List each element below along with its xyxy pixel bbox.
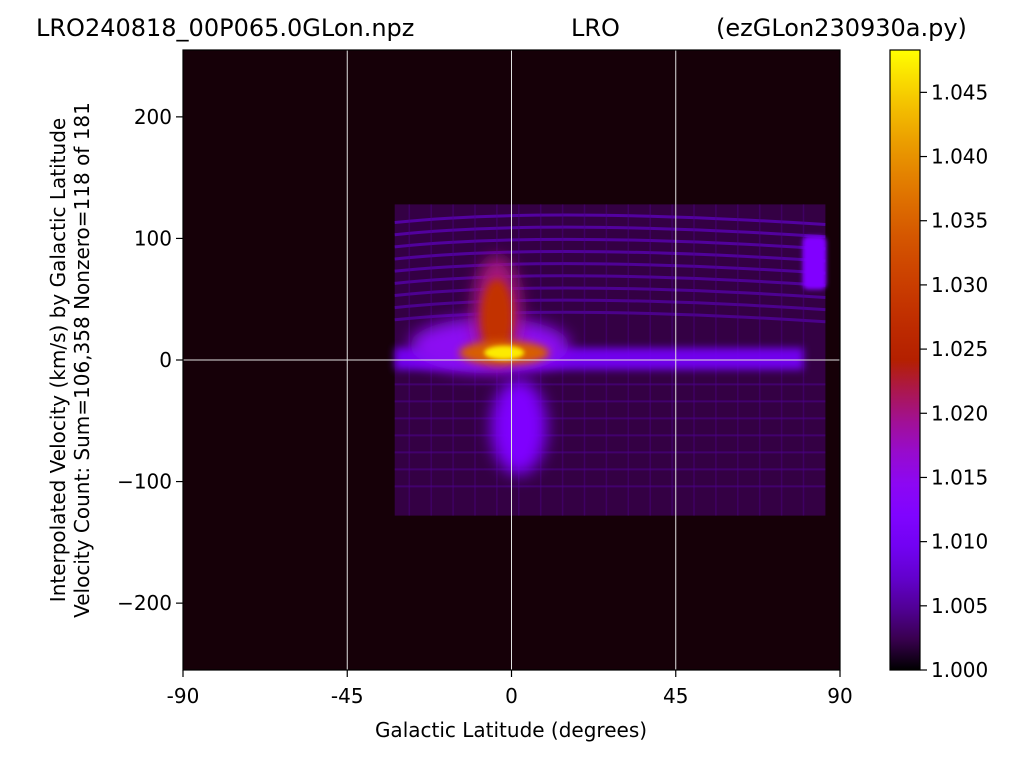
velocity-streak [394, 298, 826, 312]
y-axis: 200 100 0 −100 −200 [117, 105, 183, 615]
negative-velocity-lobe [490, 378, 547, 475]
colorbar-tick-label: 1.040 [931, 145, 988, 169]
velocity-streak [394, 225, 826, 239]
x-tick-label: 45 [663, 684, 688, 708]
colorbar-tick-label: 1.000 [931, 658, 988, 682]
core-peak [484, 345, 525, 360]
colorbar-ticks: 1.000 1.005 1.010 1.015 1.020 1.025 1.030 1.035… [920, 80, 988, 682]
grid-lines [183, 50, 840, 670]
velocity-streak [394, 274, 826, 287]
x-tick-label: 0 [505, 684, 518, 708]
colorbar-tick-label: 1.030 [931, 273, 988, 297]
y-tick-label: 200 [134, 105, 172, 129]
velocity-streak [394, 286, 826, 299]
x-axis-label: Galactic Latitude (degrees) [375, 718, 647, 742]
colorbar-tick-label: 1.035 [931, 209, 988, 233]
colorbar-tick-label: 1.005 [931, 594, 988, 618]
velocity-streak [394, 249, 826, 263]
plot-area [182, 49, 841, 671]
y-tick-label: 100 [134, 226, 172, 250]
y-axis-label-line2: Velocity Count: Sum=106,358 Nonzero=118 … [70, 102, 94, 618]
edge-patch [802, 236, 827, 290]
colorbar-tick-label: 1.045 [931, 80, 988, 104]
colorbar-tick-label: 1.025 [931, 337, 988, 361]
title-filename: LRO240818_00P065.0GLon.npz [36, 14, 415, 42]
colorbar-tick-label: 1.010 [931, 530, 988, 554]
y-tick-label: −200 [117, 591, 172, 615]
x-tick-label: -90 [167, 684, 200, 708]
title-observatory: LRO [571, 14, 620, 42]
title-script: (ezGLon230930a.py) [716, 14, 967, 42]
y-tick-label: 0 [159, 348, 172, 372]
velocity-streak [394, 262, 826, 275]
colorbar-tick-label: 1.020 [931, 401, 988, 425]
colorbar-tick-label: 1.015 [931, 465, 988, 489]
y-tick-label: −100 [117, 470, 172, 494]
colorbar-gradient [889, 49, 921, 671]
x-tick-label: -45 [331, 684, 364, 708]
velocity-streak [394, 213, 826, 227]
y-axis-label-line1: Interpolated Velocity (km/s) by Galactic… [46, 118, 70, 602]
colorbar: 1.000 1.005 1.010 1.015 1.020 1.025 1.030 1.035… [889, 49, 988, 682]
positive-wing [480, 279, 513, 356]
x-tick-label: 90 [827, 684, 852, 708]
velocity-streak [394, 310, 826, 324]
x-axis: -90 -45 0 45 90 [167, 670, 853, 708]
velocity-streak [394, 237, 826, 251]
